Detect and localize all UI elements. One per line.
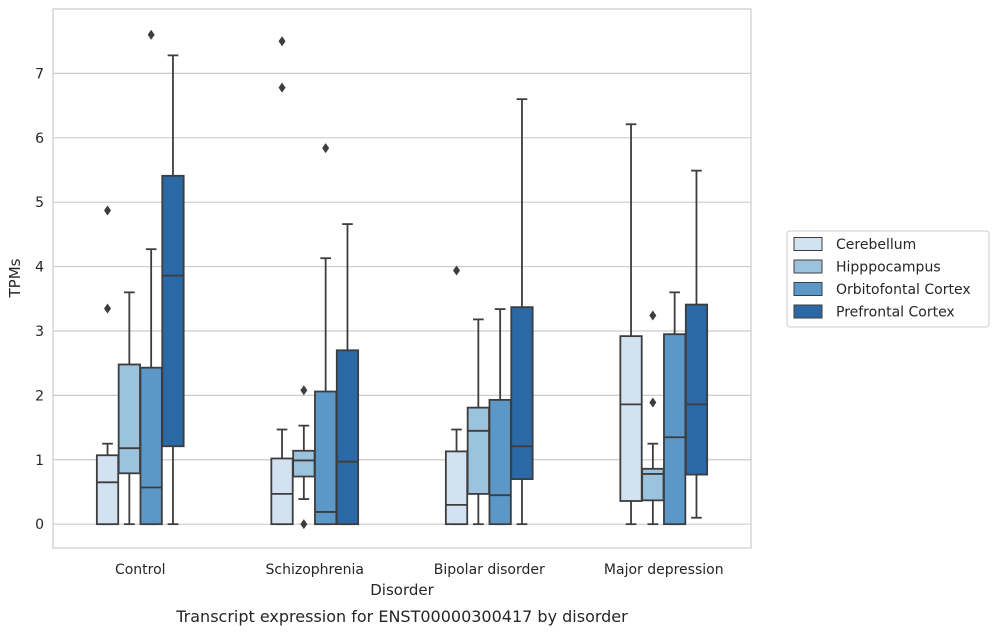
box-body <box>270 457 294 526</box>
legend-label: Prefrontal Cortex <box>836 305 955 321</box>
legend: Cerebellum Hipppocampus Orbitofontal Corte… <box>786 230 990 328</box>
legend-entries: Cerebellum Hipppocampus Orbitofontal Corte… <box>793 237 971 321</box>
y-axis-title: TPMs <box>6 258 24 298</box>
x-axis-title: Disorder <box>370 581 434 599</box>
boxes <box>95 29 709 530</box>
legend-label: Orbitofontal Cortex <box>836 282 971 298</box>
box-3-2 <box>663 291 687 526</box>
y-tick-label: 3 <box>35 324 44 340</box>
x-tick-label: Control <box>115 562 166 578</box>
outlier-point <box>104 303 112 314</box>
legend-swatch <box>793 282 823 296</box>
legend-swatch <box>793 259 823 274</box>
outlier-point <box>300 385 308 396</box>
y-tick-label: 2 <box>35 388 44 404</box>
y-tick-label: 5 <box>35 195 44 211</box>
box-body <box>466 406 490 495</box>
outlier-point <box>278 82 286 93</box>
x-tick-label: Major depression <box>604 562 724 578</box>
box-body <box>663 333 687 526</box>
box-1-0 <box>270 36 294 526</box>
y-tick-label: 7 <box>35 66 44 82</box>
legend-swatch <box>793 237 823 251</box>
outlier-point <box>278 36 286 47</box>
box-1-2 <box>314 143 338 526</box>
box-1-3 <box>335 223 360 526</box>
box-body <box>444 450 469 526</box>
box-body <box>161 174 185 448</box>
y-tick-labels: 0 1 2 3 4 5 6 7 <box>35 66 44 533</box>
box-2-1 <box>466 318 490 526</box>
box-3-0 <box>619 123 643 526</box>
outlier-point <box>649 397 657 408</box>
box-2-3 <box>510 98 534 526</box>
legend-swatch <box>793 304 823 319</box>
x-tick-label: Bipolar disorder <box>434 562 545 578</box>
box-body <box>510 306 534 480</box>
chart-caption: Transcript expression for ENST0000030041… <box>175 607 628 626</box>
box-3-1 <box>641 310 665 526</box>
box-body <box>139 366 163 526</box>
box-body <box>619 335 643 502</box>
box-body <box>335 349 360 526</box>
x-tick-labels: Control Schizophrenia Bipolar disorder Majo… <box>115 562 724 578</box>
outlier-point <box>104 205 112 216</box>
outlier-point <box>147 29 155 40</box>
box-3-3 <box>684 169 709 519</box>
y-tick-label: 0 <box>35 517 44 533</box>
outlier-point <box>649 310 657 321</box>
box-body <box>314 390 338 526</box>
box-body <box>684 303 709 476</box>
legend-label: Hipppocampus <box>836 260 941 276</box>
y-tick-label: 1 <box>35 453 44 469</box>
x-tick-label: Schizophrenia <box>266 562 364 578</box>
outlier-point <box>322 143 330 154</box>
outlier-point <box>453 265 461 276</box>
box-0-3 <box>161 54 185 526</box>
box-body <box>292 449 316 478</box>
y-tick-label: 6 <box>35 131 44 147</box>
box-body <box>488 398 512 526</box>
legend-label: Cerebellum <box>836 237 916 253</box>
box-body <box>117 363 141 475</box>
box-0-1 <box>117 291 141 526</box>
box-body <box>95 454 120 526</box>
box-2-0 <box>444 265 469 526</box>
y-tick-label: 4 <box>35 260 44 276</box>
box-0-0 <box>95 205 120 526</box>
legend-frame <box>786 230 990 328</box>
outlier-point <box>300 519 308 530</box>
